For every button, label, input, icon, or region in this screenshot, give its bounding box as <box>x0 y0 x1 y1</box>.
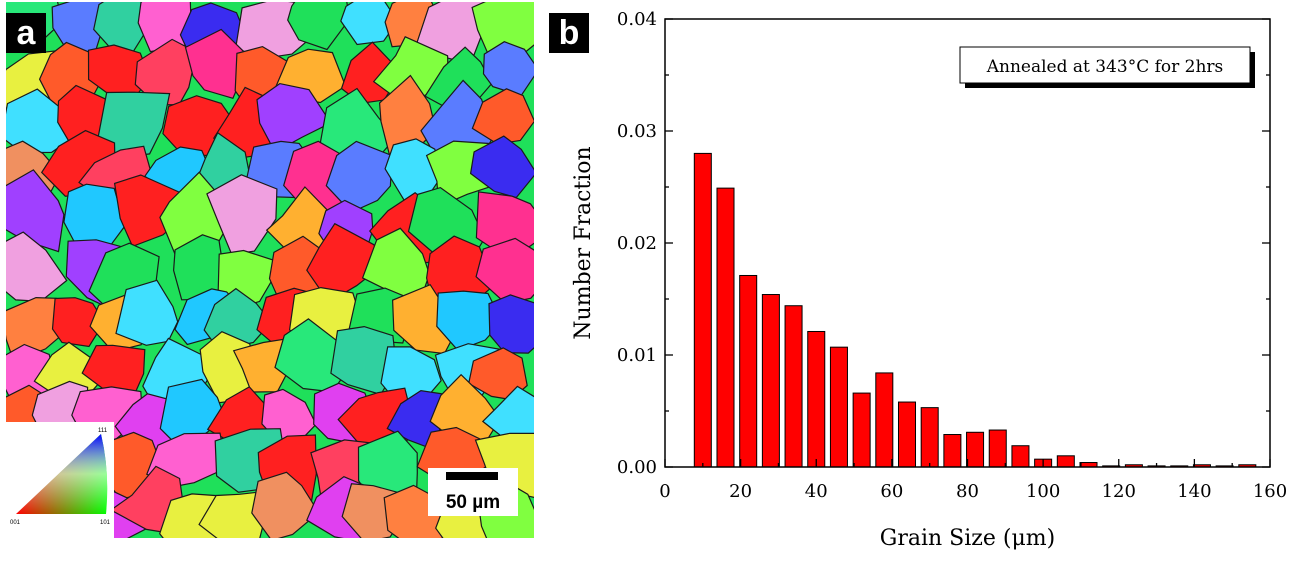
panel-a-label: a <box>6 13 46 53</box>
histogram-bar <box>852 392 871 468</box>
y-axis-label: Number Fraction <box>571 146 596 339</box>
grain <box>184 28 247 100</box>
grain <box>6 169 65 253</box>
y-tick-label: 0.03 <box>617 121 657 142</box>
histogram-bar <box>920 407 939 468</box>
histogram-bar <box>1011 445 1030 468</box>
histogram-bar <box>739 274 758 468</box>
histogram-bar <box>1056 455 1075 468</box>
x-tick-label: 20 <box>729 481 752 502</box>
grain <box>256 82 332 153</box>
histogram-bar <box>716 187 735 468</box>
grain <box>436 290 503 352</box>
x-axis-label: Grain Size (μm) <box>880 526 1055 551</box>
x-tick-label: 80 <box>956 481 979 502</box>
x-tick-label: 120 <box>1102 481 1136 502</box>
grain <box>330 325 398 396</box>
y-tick-label: 0.01 <box>617 345 657 366</box>
y-tick-label: 0.04 <box>617 9 657 30</box>
x-tick-label: 140 <box>1177 481 1211 502</box>
x-tick-label: 40 <box>805 481 828 502</box>
grain <box>206 174 278 255</box>
annotation-text: Annealed at 343°C for 2hrs <box>986 57 1224 77</box>
histogram-bar <box>693 152 712 468</box>
histogram-bar <box>897 401 917 468</box>
histogram-bar <box>807 330 826 468</box>
y-tick-label: 0.02 <box>617 233 657 254</box>
ipf-label-111: 111 <box>98 428 108 434</box>
ebsd-orientation-map: 111 001 101 50 µm <box>6 2 534 538</box>
histogram-bar <box>829 346 848 468</box>
grain <box>325 140 393 214</box>
histogram-bar <box>784 305 803 468</box>
x-tick-label: 0 <box>659 481 670 502</box>
histogram-svg: 0 20 40 60 80 100 120 140 160 0.00 0.01 0.02 0.03 0.0… <box>571 9 1287 551</box>
grain <box>51 297 106 348</box>
annotation-box: Annealed at 343°C for 2hrs <box>959 46 1255 88</box>
grain-map-image: 111 001 101 50 µm <box>6 2 534 538</box>
grain <box>471 88 534 145</box>
x-tick-label: 160 <box>1253 481 1287 502</box>
histogram-bar <box>966 431 985 468</box>
scale-bar: 50 µm <box>428 468 518 516</box>
grain-size-histogram: 0 20 40 60 80 100 120 140 160 0.00 0.01 0.02 0.03 0.0… <box>540 0 1300 557</box>
scale-bar-label: 50 µm <box>446 492 500 513</box>
grain <box>306 222 385 303</box>
grain <box>488 294 534 354</box>
grain <box>475 237 534 305</box>
panel-b-label: b <box>549 13 589 53</box>
grain <box>115 279 179 346</box>
histogram-bar <box>875 372 894 468</box>
x-tick-label: 60 <box>880 481 903 502</box>
histogram-bar <box>988 429 1007 468</box>
x-tick-label: 100 <box>1026 481 1060 502</box>
y-tick-label: 0.00 <box>617 457 657 478</box>
ipf-color-key: 111 001 101 <box>6 422 114 538</box>
histogram-bar <box>943 434 962 468</box>
grain <box>287 2 351 51</box>
grain <box>251 471 320 538</box>
ipf-label-001: 001 <box>10 520 21 526</box>
grain <box>340 2 399 46</box>
histogram-bar <box>761 294 780 468</box>
ipf-label-101: 101 <box>100 520 111 526</box>
